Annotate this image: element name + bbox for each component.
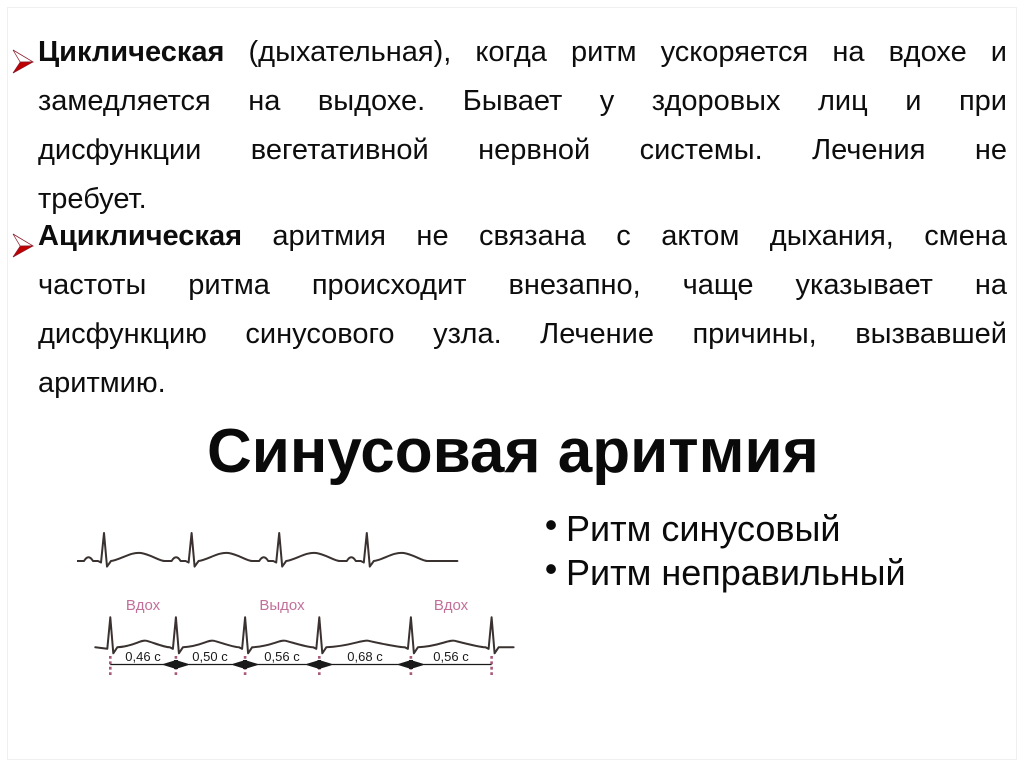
svg-text:0,50 с: 0,50 с	[192, 649, 228, 664]
svg-text:0,68 с: 0,68 с	[347, 649, 383, 664]
svg-text:0,56 с: 0,56 с	[433, 649, 469, 664]
svg-text:0,46 с: 0,46 с	[125, 649, 161, 664]
svg-text:Выдох: Выдох	[259, 597, 305, 614]
svg-text:Вдох: Вдох	[434, 597, 469, 614]
svg-text:0,56 с: 0,56 с	[264, 649, 300, 664]
svg-text:Вдох: Вдох	[126, 597, 161, 614]
